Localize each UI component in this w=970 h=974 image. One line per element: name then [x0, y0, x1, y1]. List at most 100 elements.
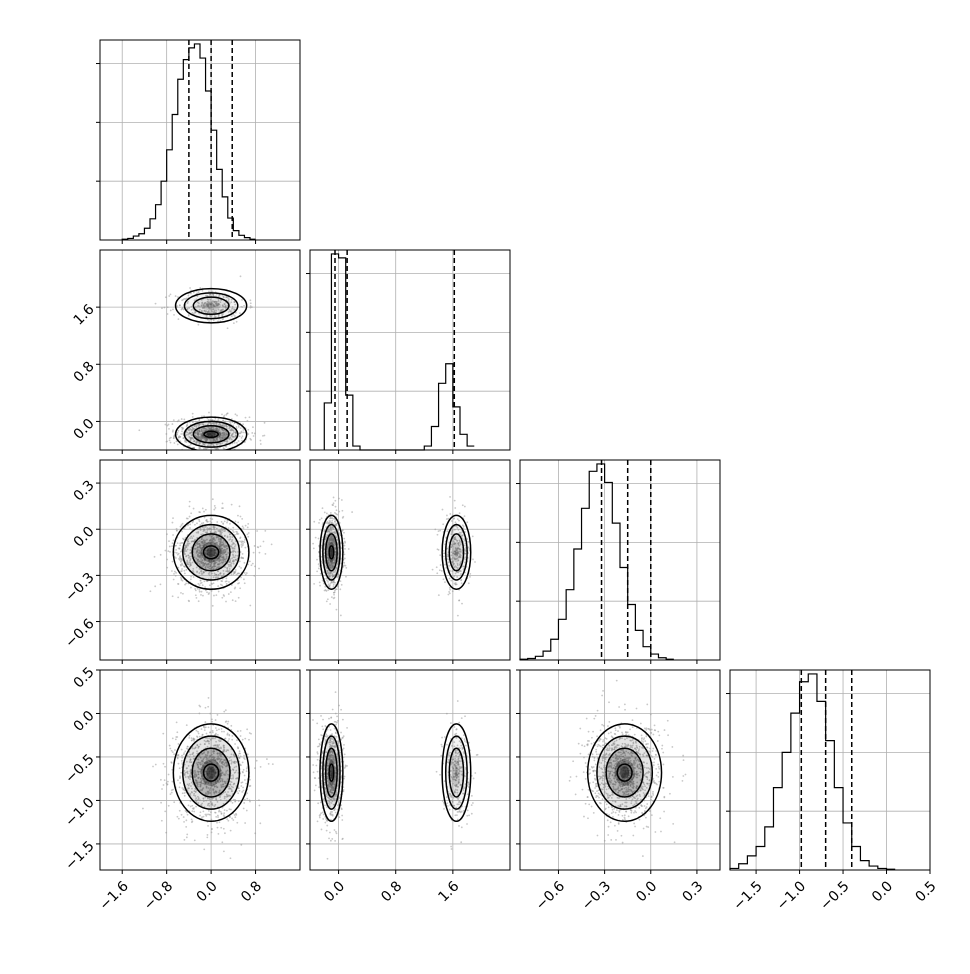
- sample-point: [218, 811, 220, 813]
- sample-point: [319, 585, 321, 587]
- sample-point: [217, 714, 219, 716]
- sample-point: [184, 750, 186, 752]
- sample-point: [179, 555, 181, 557]
- x-tick-label: −0.5: [817, 878, 852, 913]
- sample-point: [438, 530, 440, 532]
- sample-point: [454, 507, 456, 509]
- sample-point: [230, 809, 232, 811]
- sample-point: [466, 521, 468, 523]
- sample-point: [228, 738, 230, 740]
- sample-point: [344, 545, 346, 547]
- sample-point: [314, 790, 316, 792]
- y-tick-label: 0.0: [71, 416, 98, 443]
- sample-point: [189, 501, 191, 503]
- sample-point: [181, 578, 183, 580]
- sample-point: [172, 781, 174, 783]
- sample-point: [166, 441, 168, 443]
- sample-point: [446, 530, 448, 532]
- sample-point: [244, 738, 246, 740]
- sample-point: [246, 572, 248, 574]
- sample-point: [179, 786, 181, 788]
- sample-point: [193, 740, 195, 742]
- sample-point: [231, 735, 233, 737]
- sample-point: [240, 785, 242, 787]
- sample-point: [245, 783, 247, 785]
- sample-point: [208, 320, 210, 322]
- sample-point: [177, 758, 179, 760]
- sample-point: [207, 706, 209, 708]
- sample-point: [242, 787, 244, 789]
- sample-point: [187, 746, 189, 748]
- sample-point: [266, 758, 268, 760]
- sample-point: [154, 585, 156, 587]
- sample-point: [449, 513, 451, 515]
- density-cell: [455, 548, 459, 557]
- sample-point: [164, 810, 166, 812]
- sample-point: [172, 751, 174, 753]
- sample-point: [331, 596, 333, 598]
- sample-point: [213, 509, 215, 511]
- sample-point: [315, 537, 317, 539]
- sample-point: [240, 427, 242, 429]
- sample-point: [342, 516, 344, 518]
- sample-point: [186, 424, 188, 426]
- sample-point: [220, 580, 222, 582]
- sample-point: [334, 728, 336, 730]
- sample-point: [345, 565, 347, 567]
- sample-point: [175, 739, 177, 741]
- sample-point: [462, 504, 464, 506]
- sample-point: [174, 552, 176, 554]
- sample-point: [193, 811, 195, 813]
- sample-point: [237, 515, 239, 517]
- sample-point: [175, 295, 177, 297]
- sample-point: [207, 825, 209, 827]
- sample-point: [179, 451, 181, 453]
- sample-point: [237, 755, 239, 757]
- sample-point: [155, 303, 157, 305]
- sample-point: [206, 521, 208, 523]
- sample-point: [187, 525, 189, 527]
- sample-point: [239, 540, 241, 542]
- sample-point: [220, 811, 222, 813]
- sample-point: [164, 779, 166, 781]
- sample-point: [198, 454, 200, 456]
- sample-point: [232, 599, 234, 601]
- scatter-points: [312, 496, 476, 616]
- sample-point: [209, 584, 211, 586]
- sample-point: [315, 765, 317, 767]
- sample-point: [197, 736, 199, 738]
- panel-0-0: [96, 40, 300, 244]
- sample-point: [439, 554, 441, 556]
- sample-point: [239, 757, 241, 759]
- sample-point: [188, 600, 190, 602]
- panel-1-0: 0.00.81.6: [71, 250, 300, 471]
- sample-point: [190, 578, 192, 580]
- sample-point: [225, 446, 227, 448]
- sample-point: [242, 525, 244, 527]
- sample-point: [186, 724, 188, 726]
- x-tick-label: 0.5: [913, 878, 940, 905]
- sample-point: [227, 412, 229, 414]
- sample-point: [210, 518, 212, 520]
- sample-point: [181, 814, 183, 816]
- sample-point: [181, 524, 183, 526]
- sample-point: [182, 452, 184, 454]
- sample-point: [230, 830, 232, 832]
- sample-point: [168, 805, 170, 807]
- sample-point: [212, 732, 214, 734]
- axes-frame: [310, 250, 510, 450]
- sample-point: [168, 428, 170, 430]
- sample-point: [234, 816, 236, 818]
- sample-point: [154, 556, 156, 558]
- sample-point: [217, 827, 219, 829]
- sample-point: [167, 550, 169, 552]
- sample-point: [239, 312, 241, 314]
- sample-point: [221, 841, 223, 843]
- sample-point: [244, 758, 246, 760]
- sample-point: [237, 521, 239, 523]
- sample-point: [343, 565, 345, 567]
- sample-point: [453, 517, 455, 519]
- sample-point: [173, 579, 175, 581]
- sample-point: [227, 723, 229, 725]
